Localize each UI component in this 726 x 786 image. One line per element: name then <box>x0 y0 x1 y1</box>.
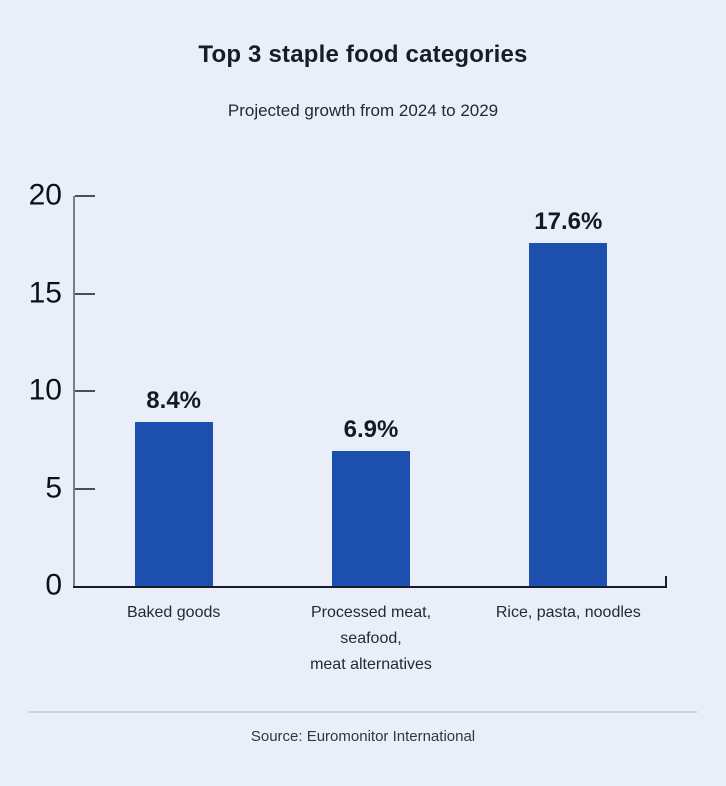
x-category-label-line: Baked goods <box>126 604 221 621</box>
x-category-label-line: meat alternatives <box>310 656 432 673</box>
x-axis-line <box>73 586 667 588</box>
bar <box>332 451 410 586</box>
plot-area: 0 5 10 15 20 8.4% Baked goods 6.9% Processed mea… <box>29 178 667 673</box>
x-category-label: Baked goods <box>58 600 290 626</box>
x-category-label-line: Processed meat, <box>310 604 432 621</box>
x-axis-end-tick <box>665 576 667 586</box>
y-tick-mark <box>75 390 95 392</box>
x-category-label: Processed meat, seafood, meat alternatives <box>255 600 487 678</box>
bar-value-label: 6.9% <box>343 416 399 444</box>
y-tick-label: 15 <box>28 275 62 309</box>
y-tick-label: 0 <box>45 568 62 602</box>
footer-divider <box>28 711 697 713</box>
y-tick-label: 5 <box>45 470 62 504</box>
x-category-label-line: seafood, <box>340 630 402 647</box>
y-axis-line <box>73 196 75 586</box>
y-tick-mark <box>75 195 95 197</box>
bar <box>134 422 213 586</box>
bar-value-label: 8.4% <box>146 387 202 415</box>
x-category-label: Rice, pasta, noodles <box>452 600 684 626</box>
source-text: Source: Euromonitor International <box>250 728 476 745</box>
chart-subtitle: Projected growth from 2024 to 2029 <box>227 101 499 120</box>
y-tick-label: 10 <box>28 373 62 407</box>
y-tick-mark <box>75 487 95 490</box>
chart-title: Top 3 staple food categories <box>198 41 528 68</box>
y-tick-mark <box>75 292 95 295</box>
bar <box>529 242 608 586</box>
x-category-label-line: Rice, pasta, noodles <box>495 604 641 621</box>
bar-value-label: 17.6% <box>534 207 603 235</box>
y-tick-label: 20 <box>28 178 62 212</box>
